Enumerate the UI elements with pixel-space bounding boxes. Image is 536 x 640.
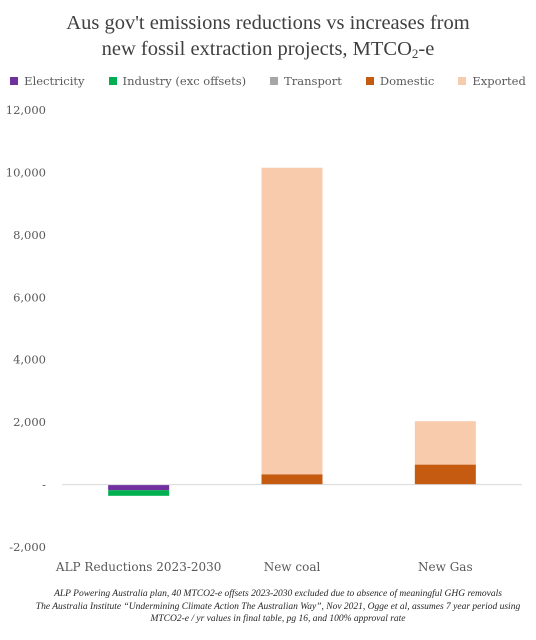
legend-label-industry: Industry (exc offsets) [122, 74, 247, 88]
legend-swatch-electricity [10, 77, 19, 85]
legend-item-exported: Exported [458, 74, 526, 88]
footnote-line-2: The Australia Institute “Undermining Cli… [35, 601, 521, 612]
y-tick-label: -2,000 [9, 540, 46, 554]
chart-title-line-2-suffix: -e [418, 38, 435, 60]
chart-title-line-2-text: new fossil extraction projects, MTCO [101, 38, 412, 60]
chart-title-subscript: 2 [411, 46, 419, 61]
bar-segment-exported [261, 167, 323, 475]
legend-label-electricity: Electricity [24, 74, 85, 88]
chart-title: Aus gov't emissions reductions vs increa… [0, 10, 536, 62]
bar-segment-domestic [414, 464, 476, 485]
y-tick-label: 6,000 [13, 290, 46, 304]
bar-segment-exported [414, 421, 476, 465]
footnote-line-3: MTCO2-e / yr values in final table, pg 1… [150, 614, 406, 624]
legend-swatch-industry [108, 77, 117, 85]
legend-swatch-domestic [365, 77, 374, 85]
x-category-label: New Gas [418, 560, 473, 574]
legend-label-transport: Transport [284, 74, 342, 88]
x-category-label: New coal [264, 560, 321, 574]
footnote-line-1: ALP Powering Australia plan, 40 MTCO2-e … [54, 589, 502, 599]
y-tick-label: 4,000 [13, 353, 46, 367]
legend-item-domestic: Domestic [365, 74, 435, 88]
bar-segment-industry [108, 490, 170, 496]
y-tick-label: 2,000 [13, 415, 46, 429]
legend-item-industry: Industry (exc offsets) [108, 74, 247, 88]
chart-title-line-1: Aus gov't emissions reductions vs increa… [66, 12, 470, 34]
bar-segment-electricity [108, 484, 170, 491]
chart-title-line-2: new fossil extraction projects, MTCO2-e [0, 36, 536, 62]
legend-swatch-transport [270, 77, 279, 85]
y-tick-label: 8,000 [13, 228, 46, 242]
legend-label-exported: Exported [472, 74, 526, 88]
x-category-label: ALP Reductions 2023-2030 [55, 560, 222, 574]
legend-label-domestic: Domestic [379, 74, 435, 88]
legend-item-electricity: Electricity [10, 74, 85, 88]
y-tick-label: - [42, 478, 46, 492]
bar-segment-domestic [261, 474, 323, 485]
chart-footnote: ALP Powering Australia plan, 40 MTCO2-e … [20, 588, 536, 626]
legend-item-transport: Transport [270, 74, 342, 88]
y-tick-label: 10,000 [6, 165, 46, 179]
y-tick-label: 12,000 [6, 103, 46, 117]
legend-swatch-exported [458, 77, 467, 85]
chart-legend: Electricity Industry (exc offsets) Trans… [0, 74, 536, 88]
